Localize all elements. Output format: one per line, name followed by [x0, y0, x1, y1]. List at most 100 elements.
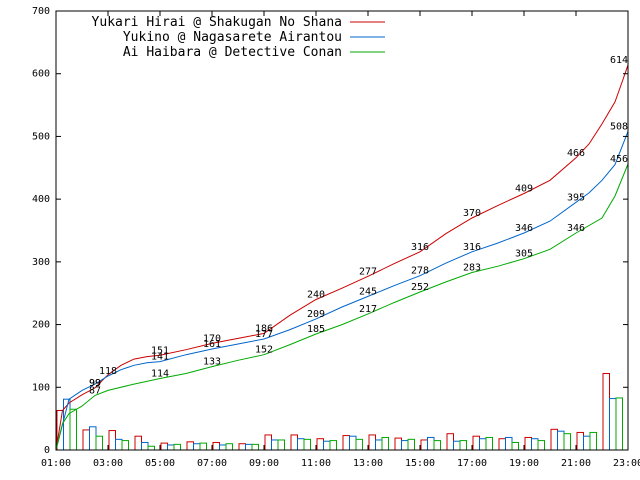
- x-tick-label: 15:00: [405, 458, 435, 469]
- x-tick-label: 09:00: [249, 458, 279, 469]
- hourly-bar: [557, 430, 565, 451]
- hourly-bar: [615, 397, 623, 451]
- hourly-bar: [95, 435, 103, 451]
- hourly-bar: [420, 439, 428, 451]
- y-tick-label: 100: [32, 382, 50, 393]
- hourly-bar: [446, 433, 454, 451]
- hourly-bar: [186, 441, 194, 451]
- hourly-bar: [375, 439, 383, 451]
- data-label: 305: [515, 249, 533, 260]
- hourly-bar: [82, 429, 90, 451]
- hourly-bar: [511, 441, 519, 451]
- x-tick-label: 01:00: [41, 458, 71, 469]
- x-tick-label: 23:00: [613, 458, 640, 469]
- hourly-bar: [290, 434, 298, 451]
- legend-entry: Yukino @ Nagasarete Airantou: [123, 30, 342, 45]
- hourly-bar: [609, 398, 617, 451]
- hourly-bar: [167, 444, 175, 451]
- cumulative-lines: [55, 64, 629, 451]
- hourly-bar: [498, 438, 506, 451]
- y-tick-label: 200: [32, 320, 50, 331]
- hourly-bar: [355, 438, 363, 451]
- hourly-bar: [381, 436, 389, 451]
- hourly-bar: [199, 442, 207, 451]
- data-label: 466: [567, 148, 585, 159]
- data-label: 245: [359, 286, 377, 297]
- x-tick-label: 03:00: [93, 458, 123, 469]
- hourly-bar: [433, 440, 441, 451]
- x-tick-label: 17:00: [457, 458, 487, 469]
- data-label: 152: [255, 345, 273, 356]
- hourly-bar: [349, 435, 357, 451]
- hourly-bar: [69, 408, 77, 451]
- hourly-bar: [485, 436, 493, 451]
- data-label: 252: [411, 282, 429, 293]
- data-label: 170: [203, 333, 221, 344]
- data-label: 395: [567, 192, 585, 203]
- hourly-bar: [472, 435, 480, 451]
- data-label: 99: [89, 378, 101, 389]
- hourly-bar: [89, 426, 97, 451]
- data-label: 87: [89, 385, 101, 396]
- hourly-bar: [264, 434, 272, 451]
- data-label: 346: [567, 223, 585, 234]
- data-label: 133: [203, 357, 221, 368]
- hourly-bar: [115, 438, 123, 451]
- series-line: [55, 64, 629, 451]
- y-tick-label: 300: [32, 257, 50, 268]
- plot-frame: [55, 10, 629, 451]
- hourly-bar: [219, 444, 227, 451]
- x-tick-label: 21:00: [561, 458, 591, 469]
- y-tick-label: 400: [32, 194, 50, 205]
- data-label: 114: [151, 369, 169, 380]
- hourly-bar: [316, 438, 324, 451]
- hourly-bar: [524, 436, 532, 451]
- hourly-bar: [121, 440, 129, 451]
- data-label: 151: [151, 345, 169, 356]
- data-labels: 9911815117018624027731637040946661499141…: [89, 55, 628, 397]
- data-label: 456: [610, 154, 628, 165]
- hourly-bar: [225, 443, 233, 451]
- x-tick-label: 19:00: [509, 458, 539, 469]
- data-label: 508: [610, 121, 628, 132]
- hourly-bar: [394, 437, 402, 451]
- hourly-bar: [583, 435, 591, 451]
- hourly-bar: [108, 430, 116, 451]
- data-label: 209: [307, 309, 325, 320]
- hourly-bar: [589, 431, 597, 451]
- hourly-bar: [407, 438, 415, 451]
- data-label: 141: [151, 352, 169, 363]
- hourly-bar: [602, 372, 610, 451]
- hourly-bar: [427, 436, 435, 451]
- hourly-bars: [56, 372, 623, 451]
- hourly-bar: [453, 440, 461, 451]
- hourly-bar: [303, 438, 311, 451]
- hourly-bar: [251, 443, 259, 451]
- data-label: 316: [463, 242, 481, 253]
- axes: 0 100 200 300 400 500 600 700 01:00 03:00 05:00 07:…: [32, 6, 640, 469]
- hourly-bar: [368, 434, 376, 451]
- data-label: 409: [515, 183, 533, 194]
- hourly-bar: [329, 440, 337, 451]
- x-tick-label: 07:00: [197, 458, 227, 469]
- data-label: 283: [463, 263, 481, 274]
- hourly-bar: [141, 441, 149, 451]
- hourly-bar: [505, 436, 513, 451]
- hourly-bar: [323, 440, 331, 451]
- hourly-bar: [238, 443, 246, 451]
- data-label: 614: [610, 55, 628, 66]
- data-label: 316: [411, 242, 429, 253]
- y-tick-label: 600: [32, 69, 50, 80]
- hourly-bar: [576, 431, 584, 451]
- data-label: 370: [463, 208, 481, 219]
- hourly-bar: [277, 439, 285, 451]
- hourly-bar: [550, 428, 558, 451]
- hourly-bar: [193, 443, 201, 451]
- legend-entry: Yukari Hirai @ Shakugan No Shana: [92, 15, 342, 30]
- hourly-bar: [459, 440, 467, 451]
- series-line: [55, 163, 629, 451]
- hourly-bar: [271, 439, 279, 451]
- data-label: 346: [515, 223, 533, 234]
